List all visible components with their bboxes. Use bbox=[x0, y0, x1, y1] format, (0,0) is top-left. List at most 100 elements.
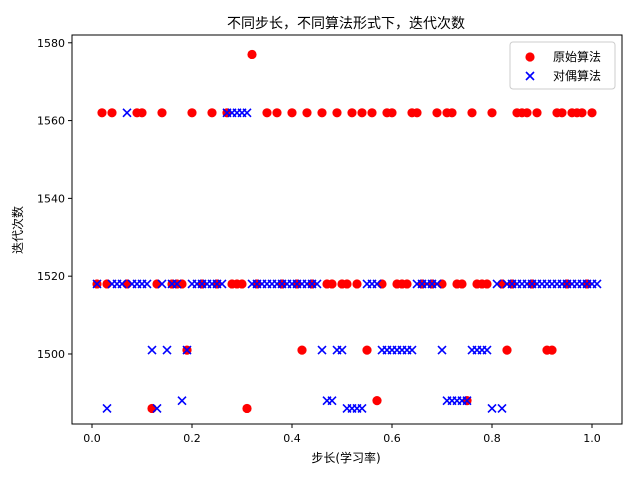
point-original bbox=[387, 108, 397, 118]
legend-label-original: 原始算法 bbox=[553, 49, 601, 64]
point-original bbox=[587, 108, 597, 118]
x-axis-label: 步长(学习率) bbox=[311, 450, 380, 465]
point-dual-stroke-b bbox=[432, 279, 442, 289]
point-original bbox=[102, 279, 112, 289]
point-dual-stroke-b bbox=[147, 345, 157, 355]
legend-label-dual: 对偶算法 bbox=[553, 68, 601, 83]
point-dual bbox=[217, 279, 227, 289]
x-tick-label: 0.6 bbox=[383, 432, 401, 445]
point-dual bbox=[437, 345, 447, 355]
point-dual bbox=[172, 279, 182, 289]
point-original bbox=[297, 345, 307, 355]
point-original bbox=[237, 279, 247, 289]
point-dual-stroke-b bbox=[142, 279, 152, 289]
legend-marker-dual-symbol bbox=[525, 71, 535, 81]
point-dual bbox=[162, 345, 172, 355]
point-original bbox=[377, 279, 387, 289]
point-dual bbox=[497, 403, 507, 414]
legend-marker-original bbox=[525, 52, 535, 62]
point-original bbox=[522, 108, 532, 118]
point-dual bbox=[242, 108, 252, 118]
point-original bbox=[532, 108, 542, 118]
point-original bbox=[332, 108, 342, 118]
point-dual bbox=[432, 279, 442, 289]
point-original bbox=[342, 279, 352, 289]
point-dual-stroke-b bbox=[482, 345, 492, 355]
point-dual-stroke-b bbox=[372, 279, 382, 289]
data-points bbox=[92, 49, 602, 414]
point-original bbox=[362, 345, 372, 355]
point-original bbox=[457, 279, 467, 289]
point-dual bbox=[122, 108, 132, 118]
point-dual bbox=[327, 396, 337, 406]
point-original bbox=[122, 279, 132, 289]
point-original bbox=[272, 108, 282, 118]
point-original bbox=[502, 345, 512, 355]
point-dual-stroke-b bbox=[102, 403, 112, 414]
point-dual-stroke-b bbox=[162, 345, 172, 355]
point-dual-stroke-b bbox=[437, 345, 447, 355]
point-dual-stroke-b bbox=[497, 403, 507, 414]
y-tick-label: 1560 bbox=[37, 115, 65, 128]
point-dual-stroke-b bbox=[172, 279, 182, 289]
point-dual-stroke-b bbox=[312, 279, 322, 289]
y-axis-label: 迭代次数 bbox=[10, 206, 25, 254]
point-dual-stroke-b bbox=[462, 396, 472, 406]
point-original bbox=[287, 108, 297, 118]
point-dual bbox=[312, 279, 322, 289]
point-original bbox=[412, 108, 422, 118]
point-original bbox=[152, 279, 162, 289]
point-dual-stroke-b bbox=[337, 345, 347, 355]
point-dual-stroke-b bbox=[92, 279, 102, 289]
point-original bbox=[302, 108, 312, 118]
point-original bbox=[242, 403, 252, 414]
point-dual bbox=[317, 345, 327, 355]
point-dual bbox=[147, 345, 157, 355]
point-dual bbox=[492, 279, 502, 289]
point-original bbox=[357, 108, 367, 118]
x-axis-ticks: 0.0 0.2 0.4 0.6 0.8 1.0 bbox=[83, 424, 601, 445]
point-dual bbox=[152, 403, 162, 414]
point-dual bbox=[357, 403, 367, 414]
point-original bbox=[437, 279, 447, 289]
point-original bbox=[577, 108, 587, 118]
point-original bbox=[317, 108, 327, 118]
point-dual bbox=[102, 403, 112, 414]
series-dual bbox=[92, 108, 602, 414]
point-dual-stroke-b bbox=[157, 279, 167, 289]
axes-frame bbox=[71, 34, 623, 425]
y-tick-label: 1580 bbox=[37, 37, 65, 50]
point-dual-stroke-b bbox=[242, 108, 252, 118]
point-dual-stroke-b bbox=[177, 396, 187, 406]
point-dual bbox=[487, 403, 497, 414]
point-dual bbox=[482, 345, 492, 355]
point-dual-stroke-b bbox=[317, 345, 327, 355]
point-original bbox=[402, 279, 412, 289]
point-dual bbox=[92, 279, 102, 289]
point-dual-stroke-b bbox=[182, 345, 192, 355]
point-original bbox=[547, 345, 557, 355]
point-original bbox=[557, 108, 567, 118]
point-dual bbox=[142, 279, 152, 289]
y-axis-ticks: 1500 1520 1540 1560 1580 bbox=[37, 37, 72, 361]
point-original bbox=[207, 108, 217, 118]
point-original bbox=[372, 396, 382, 406]
point-original bbox=[247, 49, 257, 60]
point-dual-stroke-b bbox=[357, 403, 367, 414]
point-dual bbox=[182, 345, 192, 355]
point-dual-stroke-b bbox=[592, 279, 602, 289]
x-tick-label: 0.0 bbox=[83, 432, 101, 445]
point-dual bbox=[592, 279, 602, 289]
plot-area: 0.0 0.2 0.4 0.6 0.8 1.0 1500 1520 1540 1560 1580 bbox=[37, 34, 623, 445]
point-original bbox=[447, 108, 457, 118]
point-original bbox=[482, 279, 492, 289]
point-original bbox=[262, 108, 272, 118]
point-original bbox=[347, 108, 357, 118]
point-dual-stroke-b bbox=[117, 279, 127, 289]
point-original bbox=[187, 108, 197, 118]
point-original bbox=[107, 108, 117, 118]
point-original bbox=[147, 403, 157, 414]
point-original bbox=[97, 108, 107, 118]
point-dual-stroke-b bbox=[407, 345, 417, 355]
